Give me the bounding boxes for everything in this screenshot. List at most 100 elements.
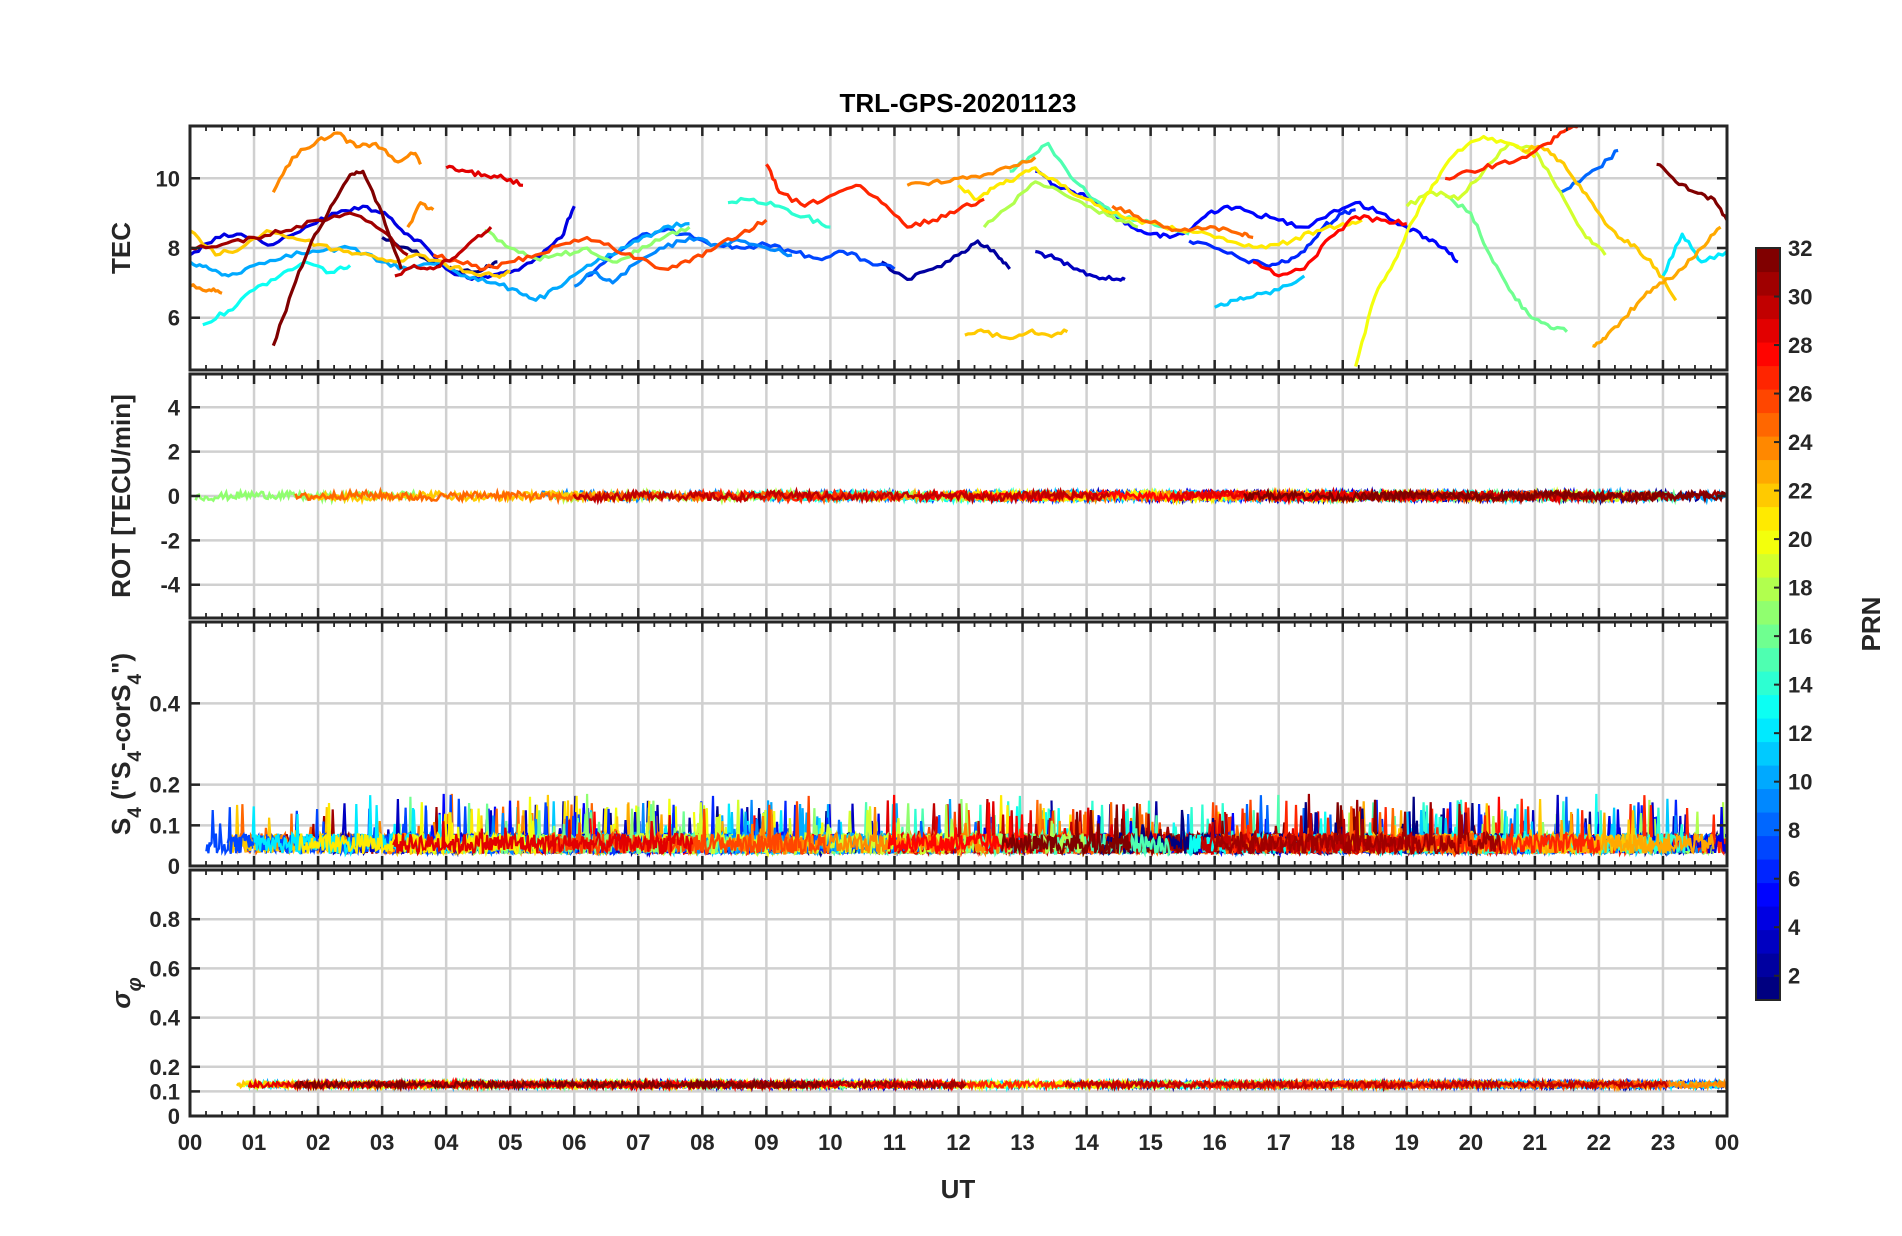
tec-series-prn-22 [190,229,511,279]
tec-series-prn-18 [982,180,1139,229]
tec-series-prn-11 [1214,274,1306,309]
tec-series-prn-15 [1009,141,1190,236]
tec-series-prn-32 [1656,162,1727,221]
colorbar-swatch [1756,412,1780,437]
panel-data [205,793,1727,859]
tec-series-prn-8 [1559,148,1619,194]
panel-2: -4 -2 0 2 4 ROT [TECU/min] [106,372,1729,620]
x-tick-label: 10 [818,1130,842,1155]
x-tick-label: 13 [1010,1130,1034,1155]
colorbar-swatch [1756,577,1780,602]
y-tick-label: -4 [160,573,180,598]
y-axis-label: TEC [106,222,136,274]
x-tick-label: 07 [626,1130,650,1155]
tec-series-prn-28 [1252,214,1408,278]
y-tick-label: 0.8 [149,907,180,932]
tec-series-prn-25 [1111,204,1254,240]
y-tick-label: 10 [156,166,180,191]
colorbar-swatch [1756,553,1780,578]
y-tick-label: 0.2 [149,773,180,798]
tec-series-prn-6 [1188,208,1356,268]
y-tick-label: -2 [160,528,180,553]
y-tick-label: 0.4 [149,691,180,716]
y-axis-label-part: 4 [125,674,146,685]
colorbar-swatch [1756,483,1780,508]
colorbar-swatch [1756,671,1780,696]
colorbar-swatch [1756,436,1780,461]
y-tick-label: 0 [168,484,180,509]
colorbar-swatch [1756,365,1780,390]
tec-series-prn-23 [1592,225,1722,348]
y-axis-label-part: φ [124,977,146,991]
panel-3: 00.10.20.4S4 ("S4-corS4") [106,620,1729,879]
colorbar-swatch [1756,248,1780,273]
x-tick-label: 01 [242,1130,266,1155]
tec-series-prn-24 [271,131,422,193]
colorbar-swatch [1756,812,1780,837]
x-tick-label: 19 [1395,1130,1419,1155]
y-axis-label: ROT [TECU/min] [106,394,136,598]
tec-series-prn-24 [406,201,435,228]
panel-data [235,1076,1727,1093]
x-tick-label: 20 [1459,1130,1483,1155]
colorbar-swatch [1756,929,1780,954]
colorbar-swatch [1756,906,1780,931]
colorbar-frame [1755,247,1781,1001]
tec-series-prn-24 [906,156,1037,187]
colorbar-swatch [1756,271,1780,296]
y-axis-label: S4 ("S4-corS4") [106,653,146,835]
x-tick-label: 23 [1651,1130,1675,1155]
colorbar-swatch [1756,882,1780,907]
x-tick-label: 09 [754,1130,778,1155]
x-tick-label: 14 [1074,1130,1099,1155]
y-tick-label: 2 [168,440,180,465]
colorbar-tick-label: 16 [1788,624,1812,649]
colorbar-tick-label: 8 [1788,818,1800,843]
x-tick-label: 22 [1587,1130,1611,1155]
chart-title: TRL-GPS-20201123 [839,88,1076,118]
colorbar-swatch [1756,459,1780,484]
tec-series-prn-16 [1444,194,1569,333]
colorbar-swatch [1756,647,1780,672]
tec-series-prn-14 [727,196,831,229]
colorbar-swatch [1756,718,1780,743]
s4-series-prn-29 [392,815,694,857]
colorbar-tick-label: 20 [1788,527,1812,552]
x-tick-label: 00 [1715,1130,1739,1155]
y-tick-label: 0.6 [149,956,180,981]
s4-series-prn-32 [1001,809,1132,858]
colorbar-tick-label: 2 [1788,964,1800,989]
x-tick-label: 12 [946,1130,970,1155]
tec-series-prn-31 [190,211,409,257]
x-tick-label: 00 [178,1130,202,1155]
tec-series-prn-7 [586,227,896,278]
colorbar-tick-label: 12 [1788,721,1812,746]
sigma-series-prn-30 [1064,1077,1669,1093]
x-tick-label: 17 [1266,1130,1290,1155]
y-axis-label: σφ [106,977,146,1008]
tec-series-prn-3 [1035,249,1126,282]
colorbar-swatch [1756,953,1780,978]
tec-series-prn-22 [964,328,1069,341]
y-axis-label-part: 4 [125,751,146,762]
y-tick-label: 0.1 [149,1079,180,1104]
tec-series-prn-13 [202,260,352,327]
tec-series-prn-10 [190,221,690,302]
colorbar-swatch [1756,976,1780,1001]
colorbar-tick-label: 28 [1788,333,1812,358]
panel-data [190,126,1727,367]
y-tick-label: 0.4 [149,1006,180,1031]
colorbar-swatch [1756,295,1780,320]
x-tick-label: 02 [306,1130,330,1155]
colorbar-tick-label: 4 [1788,915,1801,940]
y-tick-label: 6 [168,306,180,331]
tec-series-prn-17 [484,225,691,264]
tec-series-prn-2 [880,239,1011,281]
s4-series-prn-31 [1213,799,1503,857]
tec-series-prn-26 [432,218,768,272]
tec-series-prn-29 [445,164,524,187]
colorbar-swatch [1756,835,1780,860]
colorbar-swatch [1756,741,1780,766]
